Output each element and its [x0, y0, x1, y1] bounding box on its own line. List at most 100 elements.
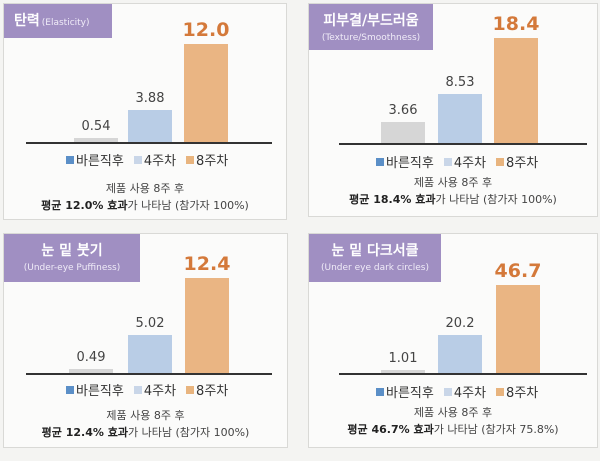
legend-item: 바른직후: [66, 154, 124, 169]
bar-initial: [69, 369, 113, 373]
bar-week8: [494, 38, 538, 143]
legend-item: 8주차: [496, 386, 538, 401]
note-highlight: 평균 12.4% 효과: [41, 426, 128, 439]
legend-swatch: [186, 156, 195, 164]
chart-panel: 눈 밑 다크서클 (Under eye dark circles) 1.01 20.2…: [308, 233, 598, 448]
chart-panel: 눈 밑 붓기 (Under-eye Puffiness) 0.49 5.02 12.4 바…: [3, 233, 288, 448]
bar-value-label: 18.4: [492, 13, 540, 35]
legend-item: 바른직후: [376, 156, 434, 171]
bar-week8: [496, 285, 540, 373]
note-rest: 가 나타남 (참가자 100%): [127, 199, 249, 212]
chart-title: 피부결/부드러움: [323, 13, 419, 29]
bar-value-label: 3.88: [135, 91, 165, 106]
chart-title-box: 피부결/부드러움 (Texture/Smoothness): [309, 4, 433, 50]
bar-week4: [438, 94, 482, 143]
chart-title: 눈 밑 다크서클: [331, 243, 419, 259]
bar-week4: [128, 335, 172, 373]
legend-swatch: [376, 158, 384, 166]
chart-subtitle: (Under eye dark circles): [320, 263, 429, 273]
legend-item: 4주차: [133, 154, 177, 169]
bar-initial: [74, 138, 118, 142]
bar-week4: [438, 335, 482, 373]
legend-label: 4주차: [453, 386, 487, 401]
bar-value-label: 46.7: [494, 260, 542, 282]
note-highlight: 평균 46.7% 효과: [347, 423, 434, 436]
chart-legend: 바른직후 4주차 8주차: [376, 152, 548, 171]
note-rest: 가 나타남 (참가자 75.8%): [433, 423, 559, 436]
legend-label: 바른직후: [386, 386, 434, 401]
bar-initial: [381, 370, 425, 373]
bar-week8: [184, 44, 228, 142]
legend-label: 4주차: [453, 156, 487, 171]
bar-value-label: 12.4: [183, 253, 231, 275]
note-line1: 제품 사용 8주 후: [106, 409, 185, 422]
legend-label: 바른직후: [386, 156, 434, 171]
legend-item: 8주차: [186, 154, 228, 169]
note-line2: 평균 46.7% 효과가 나타남 (참가자 75.8%): [309, 421, 597, 438]
legend-item: 8주차: [186, 384, 228, 399]
legend-swatch: [186, 386, 195, 394]
chart-title: 탄력: [14, 13, 40, 29]
legend-swatch: [443, 388, 452, 396]
legend-item: 4주차: [133, 384, 177, 399]
chart-note: 제품 사용 8주 후 평균 46.7% 효과가 나타남 (참가자 75.8%): [309, 404, 597, 438]
note-line1: 제품 사용 8주 후: [105, 182, 185, 195]
bar-value-label: 12.0: [182, 19, 230, 41]
legend-item: 4주차: [443, 156, 487, 171]
bar-week4: [128, 110, 172, 142]
legend-swatch: [496, 388, 505, 396]
note-rest: 가 나타남 (참가자 100%): [127, 426, 250, 439]
note-line2: 평균 12.0% 효과가 나타남 (참가자 100%): [4, 197, 286, 214]
legend-swatch: [133, 386, 142, 394]
legend-label: 4주차: [143, 384, 177, 399]
legend-swatch: [496, 158, 505, 166]
bar-value-label: 8.53: [445, 75, 475, 90]
legend-item: 바른직후: [66, 384, 124, 399]
legend-label: 바른직후: [76, 384, 124, 399]
legend-label: 8주차: [196, 384, 229, 399]
legend-swatch: [376, 388, 384, 396]
legend-item: 4주차: [443, 386, 487, 401]
legend-swatch: [66, 156, 74, 164]
legend-label: 8주차: [196, 154, 229, 169]
legend-item: 바른직후: [376, 386, 434, 401]
legend-swatch: [66, 386, 74, 394]
legend-item: 8주차: [496, 156, 538, 171]
chart-title-box: 눈 밑 다크서클 (Under eye dark circles): [309, 234, 441, 282]
chart-legend: 바른직후 4주차 8주차: [66, 380, 238, 399]
bar-value-label: 20.2: [445, 316, 475, 331]
note-highlight: 평균 12.0% 효과: [41, 199, 128, 212]
bar-value-label: 1.01: [388, 351, 418, 366]
x-axis-line: [339, 143, 587, 145]
x-axis-line: [339, 373, 587, 375]
chart-subtitle: (Texture/Smoothness): [321, 33, 421, 43]
note-line2: 평균 12.4% 효과가 나타남 (참가자 100%): [4, 424, 287, 441]
bar-value-label: 0.54: [81, 119, 111, 134]
chart-title-box: 눈 밑 붓기 (Under-eye Puffiness): [4, 234, 140, 282]
note-rest: 가 나타남 (참가자 100%): [435, 193, 557, 206]
chart-panel: 피부결/부드러움 (Texture/Smoothness) 3.66 8.53 18.4…: [308, 3, 598, 217]
chart-title-box: 탄력 (Elasticity): [4, 4, 112, 38]
bar-initial: [381, 122, 425, 143]
note-highlight: 평균 18.4% 효과: [349, 193, 436, 206]
chart-legend: 바른직후 4주차 8주차: [66, 150, 238, 169]
chart-subtitle: (Elasticity): [41, 18, 90, 28]
legend-label: 4주차: [143, 154, 177, 169]
legend-swatch: [443, 158, 452, 166]
note-line2: 평균 18.4% 효과가 나타남 (참가자 100%): [309, 191, 597, 208]
bar-value-label: 5.02: [135, 316, 165, 331]
chart-legend: 바른직후 4주차 8주차: [376, 382, 548, 401]
bar-week8: [185, 278, 229, 373]
bar-value-label: 0.49: [76, 350, 106, 365]
legend-swatch: [133, 156, 142, 164]
legend-label: 8주차: [506, 156, 539, 171]
chart-title: 눈 밑 붓기: [41, 243, 103, 259]
legend-label: 8주차: [506, 386, 539, 401]
bar-value-label: 3.66: [388, 103, 418, 118]
note-line1: 제품 사용 8주 후: [413, 176, 493, 189]
legend-label: 바른직후: [76, 154, 124, 169]
